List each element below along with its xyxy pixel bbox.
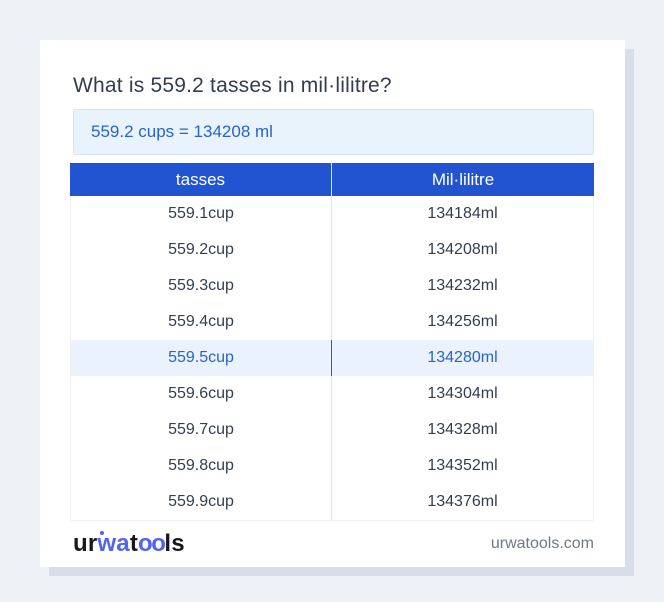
table-row[interactable]: 559.5cup 134280ml: [71, 340, 593, 376]
table-row[interactable]: 559.4cup 134256ml: [71, 304, 593, 340]
table-body: 559.1cup 134184ml 559.2cup 134208ml 559.3cup…: [70, 196, 594, 521]
header-cell-millilitre: Mil·lilitre: [431, 169, 495, 189]
logo-part: ur: [73, 530, 98, 557]
table-row[interactable]: 559.1cup 134184ml: [71, 196, 593, 232]
logo-part: oo: [138, 530, 166, 557]
table-row[interactable]: 559.6cup 134304ml: [71, 376, 593, 412]
table-header: tasses Mil·lilitre: [70, 163, 594, 196]
logo-ring-icon: [100, 531, 104, 535]
cell-cups: 559.6cup: [71, 376, 332, 412]
conversion-table: tasses Mil·lilitre 559.1cup 134184ml 559.2…: [70, 163, 594, 521]
footer: urwatools urwatools.com: [73, 528, 594, 560]
cell-cups: 559.5cup: [71, 340, 332, 376]
logo[interactable]: urwatools: [73, 530, 185, 558]
answer-banner: 559.2 cups = 134208 ml: [73, 109, 594, 155]
cell-ml: 134256ml: [427, 313, 498, 330]
cell-ml: 134232ml: [427, 277, 498, 294]
cell-ml: 134304ml: [427, 385, 498, 402]
table-row[interactable]: 559.2cup 134208ml: [71, 232, 593, 268]
table-row[interactable]: 559.7cup 134328ml: [71, 412, 593, 448]
cell-cups: 559.9cup: [71, 484, 332, 520]
cell-cups: 559.3cup: [71, 268, 332, 304]
cell-ml: 134328ml: [427, 421, 498, 438]
table-row[interactable]: 559.3cup 134232ml: [71, 268, 593, 304]
header-cell-tasses: tasses: [70, 163, 332, 196]
cell-ml: 134280ml: [427, 349, 498, 366]
cell-cups: 559.4cup: [71, 304, 332, 340]
cell-cups: 559.7cup: [71, 412, 332, 448]
cell-cups: 559.1cup: [71, 196, 332, 232]
logo-part: ls: [164, 530, 185, 557]
answer-text: 559.2 cups = 134208 ml: [91, 122, 273, 141]
table-row[interactable]: 559.9cup 134376ml: [71, 484, 593, 520]
table-row[interactable]: 559.8cup 134352ml: [71, 448, 593, 484]
cell-ml: 134376ml: [427, 493, 498, 510]
page-title: What is 559.2 tasses in mil·lilitre?: [73, 74, 392, 97]
conversion-card: What is 559.2 tasses in mil·lilitre? 559…: [40, 40, 625, 567]
cell-ml: 134184ml: [427, 205, 498, 222]
logo-part: t: [129, 530, 139, 557]
cell-ml: 134208ml: [427, 241, 498, 258]
site-label: urwatools.com: [490, 535, 594, 552]
cell-cups: 559.8cup: [71, 448, 332, 484]
cell-ml: 134352ml: [427, 457, 498, 474]
cell-cups: 559.2cup: [71, 232, 332, 268]
